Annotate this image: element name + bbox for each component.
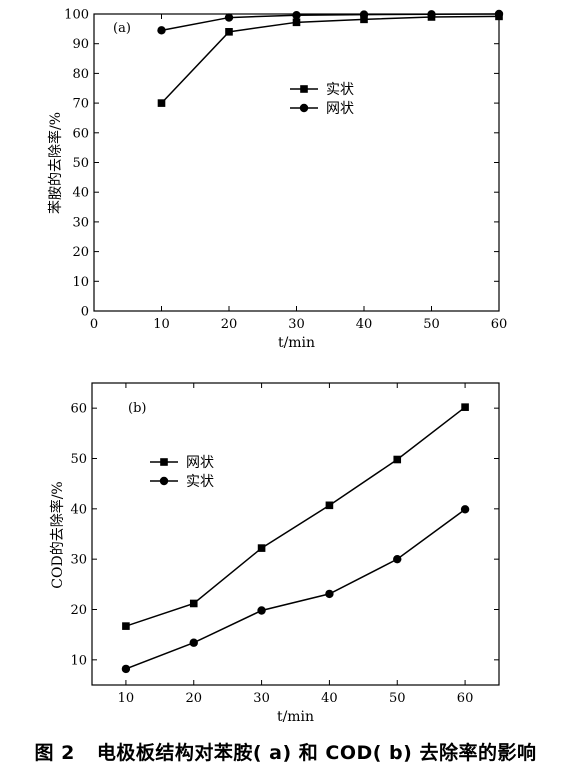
panel-a-plot-frame: [93, 13, 500, 312]
panel-a-y-tick-label: 70: [72, 97, 89, 112]
panel-a-point-circle: [359, 10, 369, 19]
panel-b-y-tick-label: 40: [70, 502, 87, 517]
panel-b-x-tick-label: 10: [118, 691, 135, 706]
panel-b-y-axis-title: COD的去除率/%: [49, 481, 66, 588]
panel-a-legend-label: 实状: [326, 82, 354, 98]
figure: 0 10 20 30 40 50 60 0 10 20 30 40 50 60 70 80 90 100 t/min…: [47, 8, 508, 726]
panel-a-point-circle: [224, 13, 234, 22]
panel-a-point-circle: [157, 26, 166, 35]
panel-b-y-tick-label: 30: [70, 553, 87, 568]
panel-a-point-square: [157, 99, 166, 107]
caption-text: 电极板结构对苯胺( a) 和 COD( b) 去除率的影响: [96, 742, 537, 764]
panel-a-label: (a): [113, 21, 131, 36]
panel-b-point-square: [257, 544, 266, 552]
panel-b-legend-label: 实状: [186, 474, 214, 490]
panel-a-x-tick-label: 40: [356, 317, 373, 332]
panel-b-y-tick-label: 20: [70, 603, 87, 618]
panel-a-legend-label: 网状: [326, 101, 354, 117]
panel-b-series-line-circle: [125, 508, 466, 670]
panel-a-legend-marker-circle: [299, 103, 309, 113]
panel-a-x-tick-label: 0: [90, 317, 98, 332]
caption-number: 图 2: [34, 742, 75, 764]
panel-a-x-tick-label: 60: [491, 317, 508, 332]
panel-a-x-tick-label: 50: [423, 317, 440, 332]
panel-b-series-line-square: [125, 406, 466, 627]
panel-a-y-tick-label: 10: [72, 275, 89, 290]
panel-a-y-tick-label: 80: [72, 67, 89, 82]
panel-a-point-square: [360, 15, 368, 24]
panel-b-legend-marker-square: [160, 458, 168, 466]
panel-b-label: (b): [128, 401, 146, 416]
panel-b-y-tick-label: 10: [70, 653, 87, 668]
panel-b-point-circle: [189, 638, 198, 647]
panel-b-point-square: [189, 599, 198, 608]
panel-b-point-square: [325, 501, 334, 510]
panel-a-point-circle: [427, 10, 436, 19]
panel-a-point-square: [225, 28, 233, 36]
panel-a-y-tick-label: 50: [72, 156, 89, 171]
panel-a-point-square: [292, 18, 301, 27]
figure-caption: 图 2 电极板结构对苯胺( a) 和 COD( b) 去除率的影响: [0, 738, 571, 765]
panel-a-y-tick-label: 0: [81, 305, 89, 320]
panel-a-x-tick-label: 20: [221, 317, 238, 332]
panel-b-point-circle: [121, 664, 131, 674]
panel-b-point-square: [122, 622, 130, 630]
panel-b-plot-frame: [91, 382, 500, 686]
panel-a-y-tick-label: 90: [72, 37, 89, 52]
panel-b-y-tick-label: 60: [70, 402, 87, 417]
panel-a-series-line-square: [160, 15, 500, 104]
panel-a-point-circle: [494, 9, 504, 19]
panel-a-y-tick-label: 20: [72, 245, 89, 260]
panel-b-x-tick-label: 50: [389, 691, 406, 706]
panel-b-point-circle: [325, 589, 334, 599]
panel-a-y-tick-label: 40: [72, 186, 89, 201]
panel-b-x-tick-label: 20: [185, 691, 202, 706]
panel-b-legend-label: 网状: [186, 455, 214, 471]
panel-a-y-tick-label: 60: [72, 126, 89, 141]
panel-a-point-circle: [292, 10, 301, 20]
panel-a-x-tick-label: 30: [288, 317, 305, 332]
panel-b-y-tick-label: 50: [70, 452, 87, 467]
panel-b-point-circle: [257, 606, 266, 615]
panel-b-x-tick-label: 30: [253, 691, 270, 706]
panel-a-legend-marker-square: [300, 85, 308, 93]
panel-a-x-axis-title: t/min: [278, 335, 315, 351]
panel-b-point-circle: [460, 505, 470, 514]
panel-b-point-square: [461, 403, 469, 411]
panel-b-point-square: [393, 455, 402, 464]
panel-b-x-tick-label: 40: [321, 691, 338, 706]
panel-a-y-axis-title: 苯胺的去除率/%: [47, 112, 64, 214]
panel-a-series-line-circle: [161, 13, 500, 32]
panel-b-x-tick-label: 60: [457, 691, 474, 706]
panel-b-legend-marker-circle: [159, 476, 169, 486]
panel-a-y-tick-label: 30: [72, 215, 89, 230]
panel-a-y-tick-label: 100: [64, 8, 89, 23]
panel-b-point-circle: [393, 554, 402, 564]
panel-a-x-tick-label: 10: [153, 317, 170, 332]
panel-b-x-axis-title: t/min: [277, 709, 314, 725]
